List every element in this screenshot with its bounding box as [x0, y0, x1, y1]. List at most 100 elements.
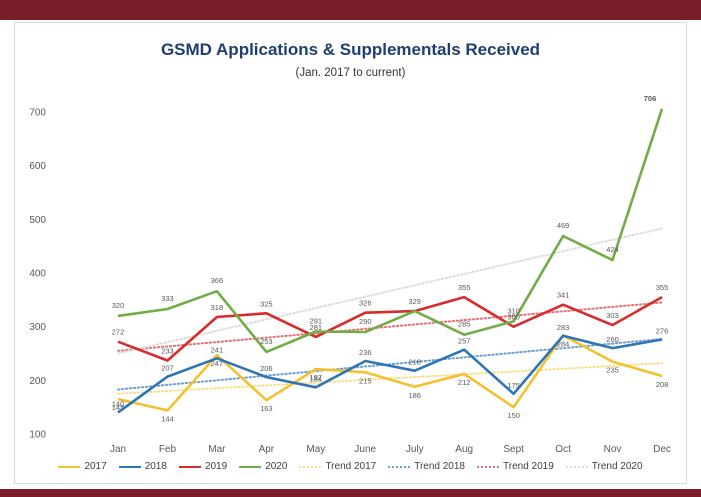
data-label-2019: 329 — [408, 297, 421, 306]
legend-swatch — [118, 465, 141, 468]
legend-item: Trend 2019 — [477, 461, 554, 472]
series-line-2018 — [117, 334, 663, 414]
data-label-2017: 163 — [260, 404, 273, 413]
data-label-2018: 184 — [310, 374, 323, 383]
data-label-2017: 150 — [507, 411, 520, 420]
top-banner — [0, 0, 701, 20]
data-label-2017: 235 — [606, 366, 619, 375]
data-label-2018: 207 — [161, 364, 174, 373]
data-label-2017: 284 — [557, 339, 570, 348]
x-tick-label: Mar — [208, 444, 226, 455]
x-tick-label: July — [406, 444, 424, 455]
x-axis: Jan Feb Mar Apr May June July Aug Sept Oct Nov Dec — [110, 444, 671, 455]
x-tick-label: June — [354, 444, 376, 455]
legend-label: 2019 — [204, 461, 228, 472]
data-label-2018: 260 — [606, 335, 619, 344]
legend-swatch — [477, 465, 499, 468]
data-label-2017: 215 — [359, 376, 372, 385]
data-label-2020: 285 — [458, 320, 471, 329]
series-line-2020 — [117, 108, 664, 354]
data-label-2018: 218 — [408, 358, 421, 367]
legend-label: Trend 2017 — [325, 461, 377, 472]
legend-swatch — [299, 465, 322, 468]
legend-label: Trend 2018 — [414, 461, 465, 472]
data-label-2019: 303 — [606, 311, 619, 320]
legend-item: Trend 2020 — [565, 461, 643, 472]
data-label-2019: 233 — [161, 346, 174, 355]
chart-title: GSMD Applications & Supplementals Receiv… — [160, 40, 541, 59]
data-label-2018: 283 — [557, 323, 570, 332]
legend-swatch — [58, 465, 81, 468]
data-label-2019: 355 — [458, 283, 471, 292]
data-labels: 145 144 247 163 197 215 186 212 150 284 235 208 140 2… — [112, 94, 669, 424]
trend-line-2 — [117, 338, 663, 391]
data-label-2019: 325 — [260, 299, 273, 308]
data-label-2017: 186 — [408, 391, 421, 400]
legend-item: 2019 — [178, 461, 228, 472]
legend-item: 2017 — [58, 461, 107, 472]
data-label-2019: 326 — [359, 299, 372, 308]
y-tick-label: 300 — [29, 322, 46, 333]
y-axis: 100 200 300 400 500 600 700 — [29, 108, 46, 441]
y-tick-label: 600 — [29, 161, 46, 172]
data-label-2018: 206 — [260, 364, 273, 373]
y-tick-label: 400 — [29, 269, 46, 280]
data-label-2019: 355 — [656, 283, 669, 292]
legend-label: 2020 — [265, 461, 288, 472]
data-label-2017: 197 — [310, 373, 323, 382]
y-tick-label: 700 — [29, 108, 46, 119]
data-label-2020: 333 — [161, 294, 174, 303]
data-label-2019: 341 — [557, 291, 570, 300]
data-label-2017: 212 — [458, 378, 471, 387]
series-line-2019 — [117, 295, 663, 362]
x-tick-label: May — [306, 444, 325, 455]
legend-label: 2017 — [84, 461, 107, 472]
x-tick-label: Nov — [604, 444, 622, 455]
legend-swatch — [565, 465, 588, 468]
data-label-2018: 257 — [458, 337, 471, 346]
data-label-2017: 144 — [161, 414, 174, 423]
x-tick-label: Apr — [259, 444, 275, 455]
legend-item: Trend 2017 — [299, 461, 376, 472]
data-label-2020: 291 — [310, 316, 323, 325]
legend-item: 2018 — [118, 461, 167, 472]
data-label-2018: 236 — [359, 348, 372, 357]
data-label-2017: 145 — [112, 403, 125, 412]
series-lines — [117, 108, 664, 414]
legend-label: Trend 2020 — [591, 461, 643, 472]
data-label-2017: 208 — [656, 380, 669, 389]
data-label-2020: 469 — [557, 221, 570, 230]
bottom-banner — [0, 489, 701, 497]
data-label-2020: 366 — [211, 276, 224, 285]
x-tick-label: Jan — [110, 444, 126, 455]
data-label-2019: 318 — [211, 303, 224, 312]
data-label-2020: 424 — [606, 245, 619, 254]
legend-swatch — [178, 465, 201, 468]
legend-swatch — [239, 465, 262, 468]
x-tick-label: Oct — [555, 444, 571, 455]
chart-legend: 2017 2018 2019 2020 Trend 2017 Trend 2018 Tren… — [14, 461, 687, 472]
legend-label: Trend 2019 — [503, 461, 554, 472]
data-label-2018: 241 — [211, 345, 224, 354]
y-tick-label: 100 — [29, 430, 46, 441]
data-label-2019: 300 — [507, 313, 520, 322]
data-label-2020: 320 — [112, 301, 125, 310]
x-tick-label: Dec — [653, 444, 671, 455]
data-label-2020: 253 — [260, 337, 273, 346]
trend-line-4 — [117, 227, 663, 355]
trend-line-3 — [117, 301, 663, 352]
data-label-2020: 310 — [507, 306, 520, 315]
data-label-2020: 706 — [644, 94, 657, 103]
series-line-2017 — [117, 333, 663, 412]
legend-item: 2020 — [239, 461, 287, 472]
chart-subtitle: (Jan. 2017 to current) — [295, 67, 406, 79]
data-label-2019: 281 — [310, 323, 323, 332]
y-tick-label: 200 — [29, 376, 46, 387]
legend-swatch — [388, 465, 411, 468]
data-label-2020: 290 — [359, 317, 372, 326]
x-tick-label: Aug — [455, 444, 473, 455]
legend-item: Trend 2018 — [388, 461, 465, 472]
data-label-2018: 175 — [507, 381, 520, 390]
data-label-2019: 272 — [112, 328, 125, 337]
